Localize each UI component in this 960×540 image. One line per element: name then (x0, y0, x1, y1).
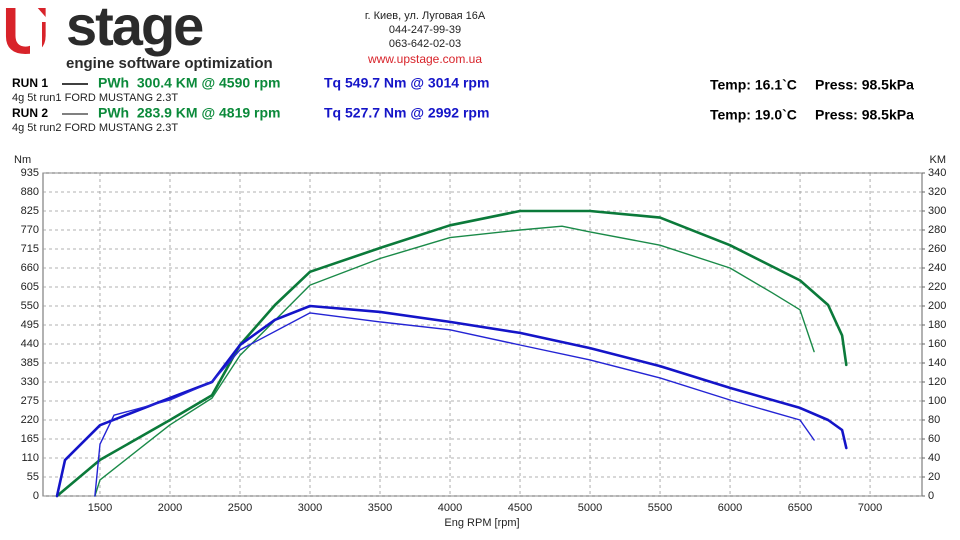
x-tick-label: 4500 (508, 502, 532, 514)
data-line (94, 225, 815, 497)
y-tick-label: 550 (21, 300, 39, 312)
y2-tick-label: 0 (928, 490, 934, 502)
y2-tick-label: 280 (928, 224, 946, 236)
phone: 044-247-99-39 (389, 24, 461, 36)
y-tick-label: 605 (21, 281, 39, 293)
x-tick-label: 5500 (648, 502, 672, 514)
y2-tick-label: 340 (928, 167, 946, 179)
x-tick-label: 2000 (158, 502, 182, 514)
run-temp: Temp: 16.1`C (710, 77, 797, 93)
plot-frame (42, 172, 923, 497)
y2-tick-label: 80 (928, 414, 940, 426)
y2-tick-label: 300 (928, 205, 946, 217)
x-tick-label: 6500 (788, 502, 812, 514)
run-power: PWh 283.9 KM @ 4819 rpm (98, 105, 281, 121)
y-tick-label: 0 (33, 490, 39, 502)
logo-mark: U (2, 0, 50, 67)
y2-tick-label: 100 (928, 395, 946, 407)
x-tick-label: 3500 (368, 502, 392, 514)
run-label: RUN 2 (12, 106, 48, 120)
y-tick-label: 165 (21, 433, 39, 445)
y-tick-label: 715 (21, 243, 39, 255)
x-axis-title: Eng RPM [rpm] (444, 517, 519, 529)
y-tick-label: 275 (21, 395, 39, 407)
y-tick-label: 660 (21, 262, 39, 274)
run-press: Press: 98.5kPa (815, 107, 914, 123)
logo-tagline: engine software optimization (66, 55, 273, 72)
y-tick-label: 880 (21, 186, 39, 198)
run-power: PWh 300.4 KM @ 4590 rpm (98, 75, 281, 91)
run-description: 4g 5t run1 FORD MUSTANG 2.3T (12, 92, 178, 104)
x-tick-label: 1500 (88, 502, 112, 514)
x-tick-label: 2500 (228, 502, 252, 514)
y-tick-label: 385 (21, 357, 39, 369)
logo-arrow (22, 6, 50, 54)
phone: 063-642-02-03 (389, 38, 461, 50)
y-tick-label: 110 (21, 452, 39, 464)
y-tick-label: 330 (21, 376, 39, 388)
y-tick-label: 825 (21, 205, 39, 217)
run-temp: Temp: 19.0`C (710, 107, 797, 123)
run-info: RUN 1 PWh 300.4 KM @ 4590 rpm Tq 549.7 Nm … (12, 75, 914, 134)
y2-axis-title: KM (930, 154, 947, 166)
y2-tick-label: 120 (928, 376, 946, 388)
y2-tick-label: 60 (928, 433, 940, 445)
run-press: Press: 98.5kPa (815, 77, 914, 93)
y2-tick-label: 220 (928, 281, 946, 293)
y2-tick-label: 240 (928, 262, 946, 274)
y-tick-label: 55 (27, 471, 39, 483)
x-tick-label: 5000 (578, 502, 602, 514)
x-tick-label: 7000 (858, 502, 882, 514)
x-tick-label: 6000 (718, 502, 742, 514)
run-label: RUN 1 (12, 76, 48, 90)
y-tick-label: 770 (21, 224, 39, 236)
address: г. Киев, ул. Луговая 16А (365, 10, 486, 22)
data-line (55, 209, 848, 498)
y2-tick-label: 260 (928, 243, 946, 255)
y-tick-label: 935 (21, 167, 39, 179)
y2-tick-label: 140 (928, 357, 946, 369)
logo-text: stage (66, 0, 203, 57)
y2-tick-label: 320 (928, 186, 946, 198)
y-axis-title: Nm (14, 154, 31, 166)
x-tick-label: 3000 (298, 502, 322, 514)
y2-tick-label: 20 (928, 471, 940, 483)
y2-tick-label: 180 (928, 319, 946, 331)
run-torque: Tq 549.7 Nm @ 3014 rpm (324, 75, 489, 91)
y-tick-label: 440 (21, 338, 39, 350)
run-torque: Tq 527.7 Nm @ 2992 rpm (324, 105, 489, 121)
run-description: 4g 5t run2 FORD MUSTANG 2.3T (12, 122, 178, 134)
y2-tick-label: 40 (928, 452, 940, 464)
y2-tick-label: 200 (928, 300, 946, 312)
website: www.upstage.com.ua (367, 52, 482, 66)
y2-tick-label: 160 (928, 338, 946, 350)
data-line (94, 312, 815, 497)
y-tick-label: 220 (21, 414, 39, 426)
x-tick-label: 4000 (438, 502, 462, 514)
y-tick-label: 495 (21, 319, 39, 331)
